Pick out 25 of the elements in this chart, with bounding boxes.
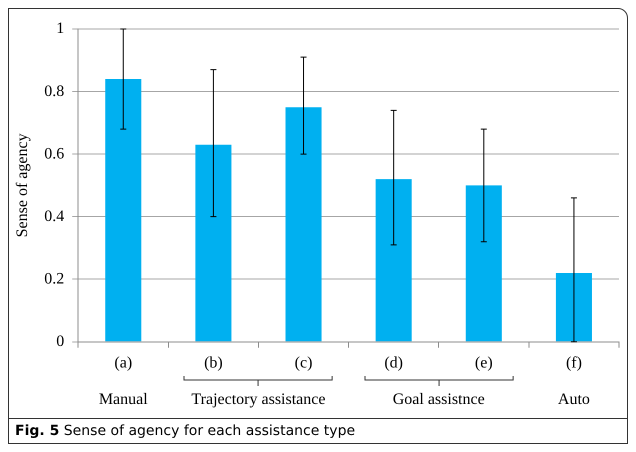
text: Goal assistnce — [392, 391, 486, 409]
text: Trajectory assistance — [190, 391, 326, 409]
y-tick-label: 0.4 — [44, 208, 64, 225]
x-tick-label: (d) — [384, 354, 403, 372]
text: Manual — [98, 391, 148, 408]
bar — [286, 107, 322, 342]
y-tick-label: 0.6 — [44, 145, 64, 162]
x-tick-label: (a) — [114, 354, 132, 372]
bar — [556, 272, 592, 342]
x-tick-label: (f) — [566, 354, 582, 372]
y-tick-label: 1 — [56, 20, 64, 38]
bar — [466, 185, 502, 342]
x-tick-label: (b) — [204, 354, 223, 372]
text: Sense of agency for each assistance type — [64, 423, 356, 439]
y-axis-title: Sense of agency — [14, 133, 31, 238]
y-tick-label: 0 — [56, 333, 64, 350]
bar — [105, 79, 142, 342]
x-tick-label: (e) — [474, 354, 493, 372]
text: Auto — [558, 391, 590, 408]
y-tick-label: 0.2 — [44, 270, 64, 288]
y-tick-label: 0.8 — [44, 82, 64, 100]
caption: Fig. 5 — [15, 423, 60, 439]
bar — [376, 179, 412, 342]
bar — [195, 144, 232, 342]
x-tick-label: (c) — [294, 354, 312, 372]
